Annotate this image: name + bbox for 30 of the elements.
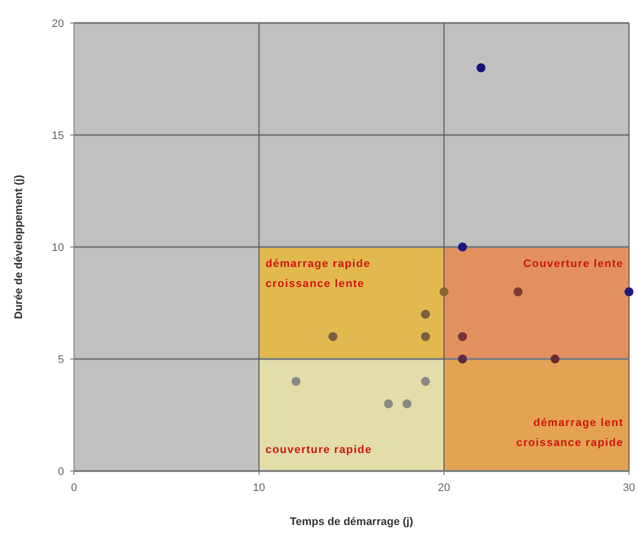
point [421, 332, 430, 342]
point [458, 354, 467, 364]
annotation: couverture rapide [265, 444, 372, 456]
y-tick-label: 0 [58, 466, 64, 478]
point [328, 332, 338, 342]
point [624, 287, 634, 296]
x-tick-label: 10 [252, 482, 266, 494]
x-tick-label: 0 [70, 482, 78, 494]
y-tick-label: 10 [52, 242, 64, 254]
point [458, 242, 467, 252]
point [458, 332, 467, 342]
annotation: démarrage lent croissance rapide [516, 417, 624, 450]
point [514, 287, 522, 296]
annotation: démarrage rapide croissance lente [265, 258, 371, 290]
x-tick-label: 20 [438, 482, 450, 494]
x-axis-title: Temps de démarrage (j) [290, 516, 414, 528]
y-axis-title: Durée de développement (j) [13, 174, 25, 320]
point [402, 399, 412, 408]
y-tick-label: 5 [58, 354, 64, 366]
y-tick-label: 20 [52, 18, 64, 30]
point [476, 63, 486, 72]
x-tick-label: 30 [622, 482, 636, 494]
y-tick-label: 15 [52, 130, 64, 142]
point [550, 354, 560, 364]
point [384, 399, 393, 408]
point [421, 376, 430, 386]
point [292, 376, 300, 386]
point [421, 310, 430, 319]
point [440, 287, 448, 296]
annotation: Couverture lente [523, 258, 624, 270]
